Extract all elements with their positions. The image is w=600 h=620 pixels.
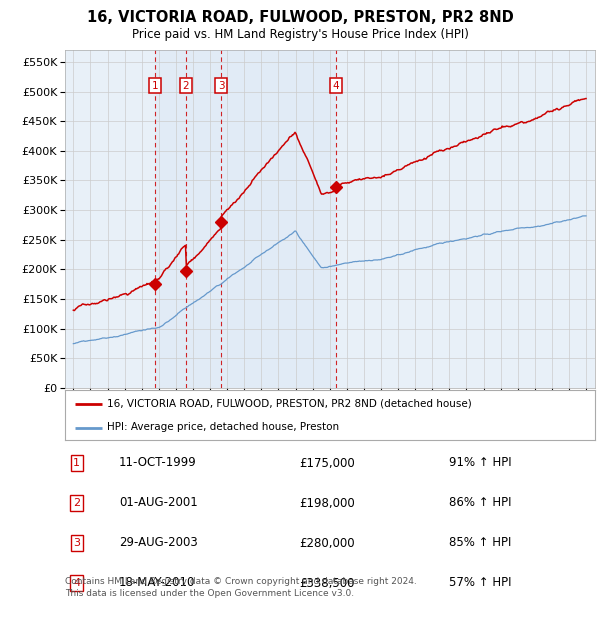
Text: £338,500: £338,500 [299,577,354,590]
Text: 2: 2 [182,81,189,91]
Text: 3: 3 [218,81,224,91]
Text: 4: 4 [73,578,80,588]
Text: 3: 3 [73,538,80,548]
Text: £175,000: £175,000 [299,456,355,469]
Text: 18-MAY-2010: 18-MAY-2010 [119,577,195,590]
Text: 16, VICTORIA ROAD, FULWOOD, PRESTON, PR2 8ND (detached house): 16, VICTORIA ROAD, FULWOOD, PRESTON, PR2… [107,399,472,409]
Text: 4: 4 [333,81,340,91]
Text: £198,000: £198,000 [299,497,355,510]
Text: 2: 2 [73,498,80,508]
Text: 29-AUG-2003: 29-AUG-2003 [119,536,197,549]
Text: 85% ↑ HPI: 85% ↑ HPI [449,536,511,549]
Text: £280,000: £280,000 [299,536,355,549]
Text: 91% ↑ HPI: 91% ↑ HPI [449,456,511,469]
Text: Price paid vs. HM Land Registry's House Price Index (HPI): Price paid vs. HM Land Registry's House … [131,28,469,41]
Text: 11-OCT-1999: 11-OCT-1999 [119,456,197,469]
Text: This data is licensed under the Open Government Licence v3.0.: This data is licensed under the Open Gov… [65,588,354,598]
Text: 1: 1 [73,458,80,468]
Text: 01-AUG-2001: 01-AUG-2001 [119,497,197,510]
Bar [155,50,336,388]
Text: 57% ↑ HPI: 57% ↑ HPI [449,577,511,590]
Text: 1: 1 [152,81,158,91]
Text: 86% ↑ HPI: 86% ↑ HPI [449,497,511,510]
Text: Contains HM Land Registry data © Crown copyright and database right 2024.: Contains HM Land Registry data © Crown c… [65,577,416,587]
Text: HPI: Average price, detached house, Preston: HPI: Average price, detached house, Pres… [107,422,340,433]
Text: 16, VICTORIA ROAD, FULWOOD, PRESTON, PR2 8ND: 16, VICTORIA ROAD, FULWOOD, PRESTON, PR2… [86,10,514,25]
